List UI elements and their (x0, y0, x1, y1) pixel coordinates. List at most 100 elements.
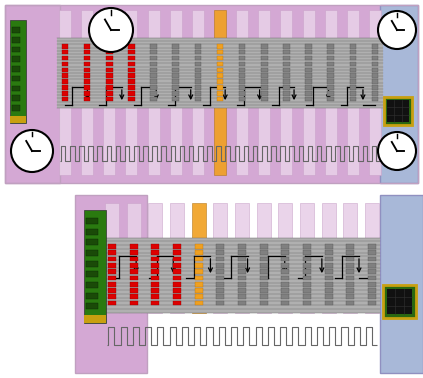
Bar (195, 276, 203, 280)
Bar (151, 276, 159, 280)
Bar (106, 85, 113, 90)
Bar (217, 276, 224, 280)
Bar (62, 91, 68, 96)
Bar (280, 10, 292, 175)
Bar (261, 56, 268, 60)
Bar (261, 50, 268, 54)
Bar (106, 91, 113, 96)
Bar (261, 73, 268, 78)
Bar (217, 56, 223, 60)
Bar (368, 244, 376, 249)
Bar (150, 91, 157, 96)
Bar (261, 62, 268, 66)
Bar (195, 91, 201, 96)
Bar (343, 203, 357, 313)
Bar (108, 250, 116, 255)
Bar (108, 301, 116, 305)
Bar (130, 244, 137, 249)
Bar (239, 44, 245, 48)
Bar (303, 288, 311, 293)
Bar (283, 68, 290, 72)
Bar (346, 263, 354, 268)
Bar (11, 56, 20, 62)
Bar (151, 250, 159, 255)
Bar (238, 244, 246, 249)
Bar (380, 5, 418, 183)
Bar (283, 85, 290, 90)
Bar (130, 294, 137, 299)
Bar (86, 303, 98, 310)
Bar (321, 203, 336, 313)
Bar (368, 301, 376, 305)
Bar (325, 276, 332, 280)
Bar (60, 5, 380, 183)
Bar (173, 50, 179, 54)
Bar (372, 56, 378, 60)
Bar (173, 269, 181, 274)
Bar (238, 301, 246, 305)
Bar (305, 79, 312, 84)
Bar (349, 62, 356, 66)
Bar (84, 56, 91, 60)
Bar (57, 38, 383, 108)
Bar (151, 288, 159, 293)
Bar (238, 269, 246, 274)
Bar (217, 68, 223, 72)
Bar (195, 85, 201, 90)
Bar (303, 276, 311, 280)
Bar (173, 301, 181, 305)
Bar (151, 257, 159, 261)
Bar (150, 97, 157, 101)
Bar (238, 282, 246, 287)
Bar (62, 97, 68, 101)
Bar (346, 257, 354, 261)
Bar (11, 27, 20, 33)
Bar (349, 50, 356, 54)
Bar (283, 91, 290, 96)
Bar (365, 203, 379, 313)
Bar (108, 263, 116, 268)
Bar (368, 269, 376, 274)
Bar (281, 301, 289, 305)
Bar (261, 68, 268, 72)
Bar (86, 282, 98, 288)
Bar (368, 263, 376, 268)
Bar (325, 257, 332, 261)
Bar (128, 62, 135, 66)
Bar (217, 62, 223, 66)
Bar (278, 203, 292, 313)
Bar (368, 250, 376, 255)
Bar (239, 91, 245, 96)
Bar (11, 37, 20, 43)
Bar (217, 263, 224, 268)
Bar (173, 250, 181, 255)
Bar (173, 276, 181, 280)
Bar (281, 276, 289, 280)
Bar (349, 68, 356, 72)
Bar (128, 79, 135, 84)
Bar (368, 257, 376, 261)
Bar (303, 250, 311, 255)
Bar (151, 269, 159, 274)
Bar (300, 203, 314, 313)
Bar (195, 250, 203, 255)
Bar (195, 44, 201, 48)
Bar (84, 85, 91, 90)
Bar (347, 10, 359, 175)
Bar (238, 294, 246, 299)
Bar (327, 50, 334, 54)
Bar (108, 294, 116, 299)
Bar (281, 288, 289, 293)
Bar (372, 62, 378, 66)
Bar (128, 44, 135, 48)
Bar (86, 218, 98, 224)
Bar (327, 56, 334, 60)
Bar (281, 263, 289, 268)
Bar (84, 62, 91, 66)
Bar (327, 97, 334, 101)
Bar (238, 250, 246, 255)
Bar (128, 56, 135, 60)
Bar (283, 79, 290, 84)
Bar (305, 44, 312, 48)
Bar (148, 10, 159, 175)
